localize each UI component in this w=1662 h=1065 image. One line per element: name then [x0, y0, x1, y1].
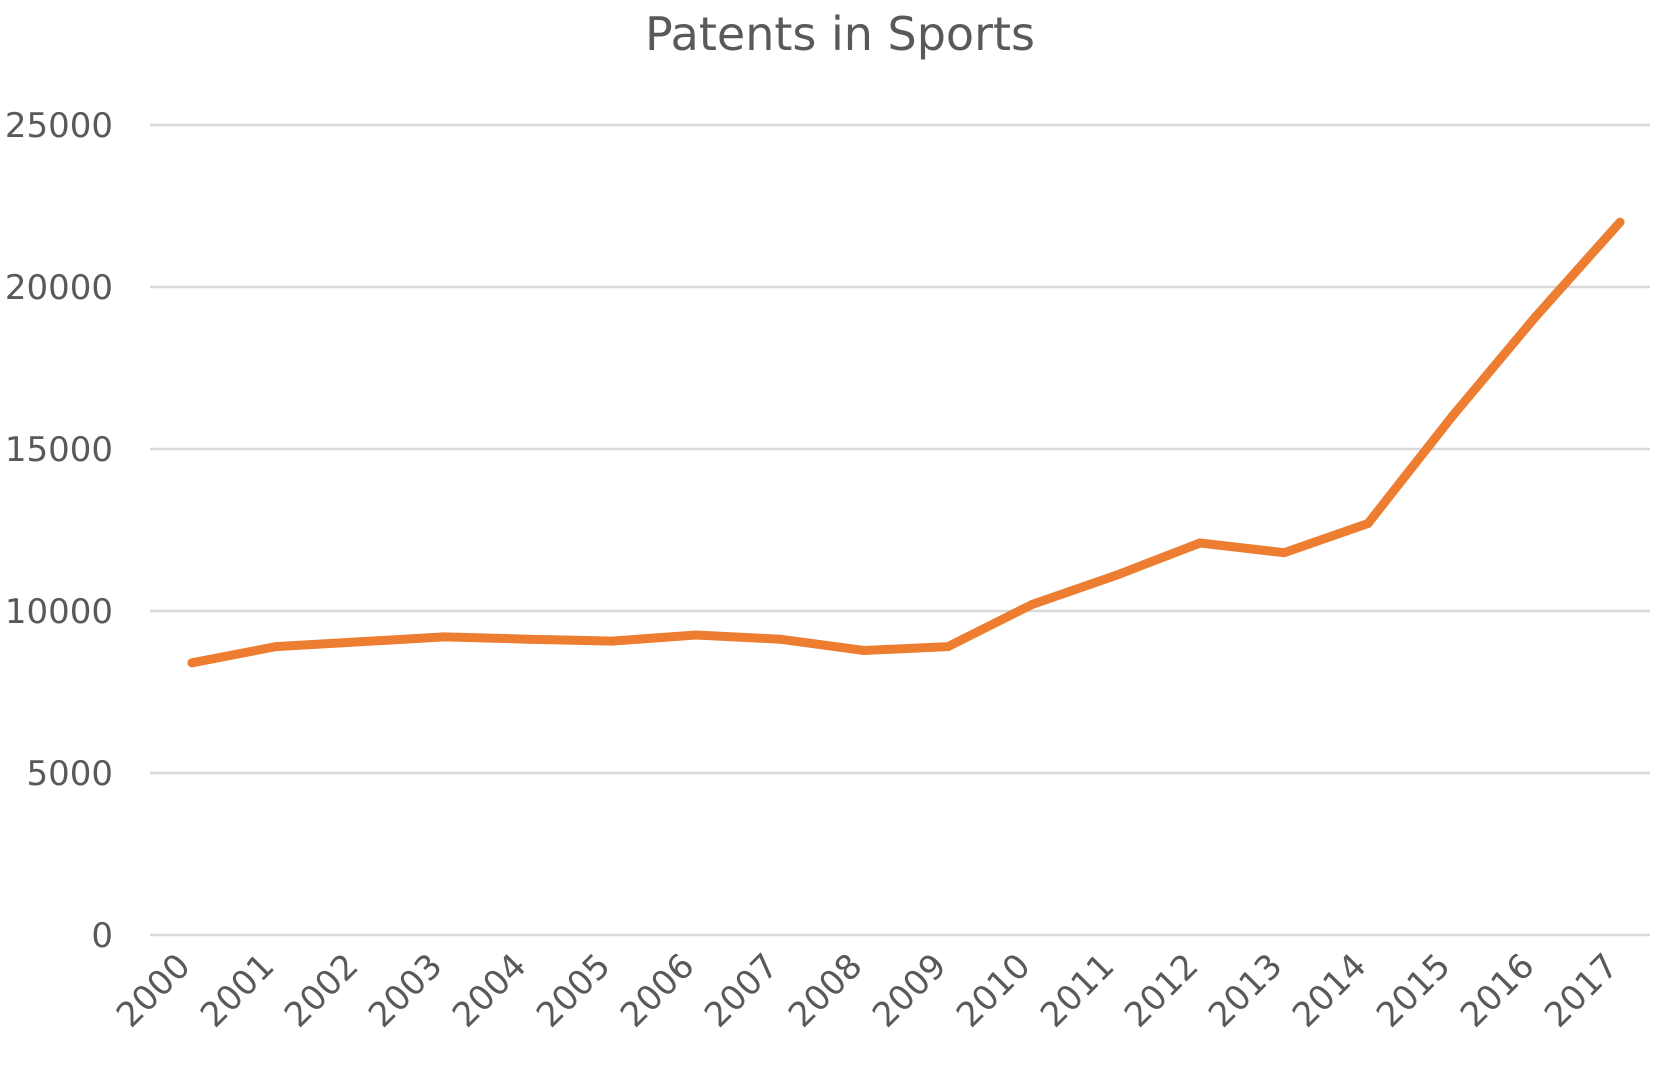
x-tick-label: 2000 — [109, 946, 198, 1035]
x-tick-label: 2015 — [1369, 946, 1458, 1035]
data-point — [188, 658, 197, 667]
data-point — [356, 637, 365, 646]
x-tick-label: 2010 — [949, 946, 1038, 1035]
data-point — [272, 642, 281, 651]
x-tick-label: 2013 — [1201, 946, 1290, 1035]
x-tick-label: 2016 — [1453, 946, 1542, 1035]
data-point — [608, 637, 617, 646]
data-point — [1028, 600, 1037, 609]
data-point — [440, 632, 449, 641]
data-point — [1448, 412, 1457, 421]
data-point — [524, 635, 533, 644]
y-tick-label: 25000 — [5, 106, 113, 146]
data-point — [1112, 571, 1121, 580]
data-point — [1280, 548, 1289, 557]
y-tick-label: 0 — [91, 916, 113, 956]
x-tick-label: 2001 — [193, 946, 282, 1035]
data-point — [1196, 538, 1205, 547]
data-point — [1616, 218, 1625, 227]
x-tick-label: 2003 — [361, 946, 450, 1035]
x-tick-label: 2009 — [865, 946, 954, 1035]
y-tick-label: 15000 — [5, 430, 113, 470]
y-tick-label: 5000 — [26, 754, 113, 794]
x-tick-label: 2011 — [1033, 946, 1122, 1035]
data-point — [860, 646, 869, 655]
x-tick-label: 2012 — [1117, 946, 1206, 1035]
data-point — [692, 630, 701, 639]
x-tick-label: 2006 — [613, 946, 702, 1035]
x-tick-label: 2014 — [1285, 946, 1374, 1035]
x-axis-ticks: 2000200120022003200420052006200720082009… — [109, 946, 1626, 1035]
x-tick-label: 2005 — [529, 946, 618, 1035]
y-axis-ticks: 0 5000 10000 15000 20000 25000 — [5, 106, 113, 956]
y-tick-label: 20000 — [5, 268, 113, 308]
data-point — [1532, 312, 1541, 321]
chart-title: Patents in Sports — [645, 7, 1035, 61]
data-point — [1364, 519, 1373, 528]
gridlines — [150, 125, 1650, 935]
x-tick-label: 2002 — [277, 946, 366, 1035]
series-layer — [188, 218, 1625, 668]
x-tick-label: 2007 — [697, 946, 786, 1035]
data-point — [944, 642, 953, 651]
series-line — [192, 222, 1620, 663]
x-tick-label: 2017 — [1537, 946, 1626, 1035]
x-tick-label: 2008 — [781, 946, 870, 1035]
data-point — [776, 635, 785, 644]
y-tick-label: 10000 — [5, 592, 113, 632]
x-tick-label: 2004 — [445, 946, 534, 1035]
